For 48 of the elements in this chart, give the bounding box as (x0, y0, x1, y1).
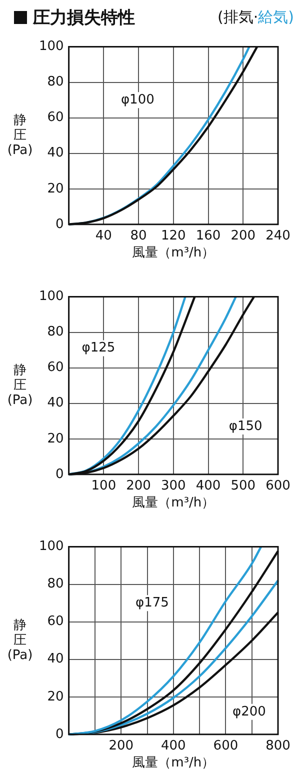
x-tick-label: 80 (130, 228, 147, 244)
annotation: φ100 (120, 92, 154, 108)
x-axis-title: 風量（m³/h） (132, 755, 215, 770)
y-tick-label: 60 (47, 110, 64, 126)
series-label: (排気· (218, 8, 258, 26)
y-tick-label: 40 (47, 396, 64, 411)
x-tick-label: 120 (160, 228, 186, 244)
y-axis-title: 静圧(Pa) (7, 362, 33, 408)
y-tick-label: 80 (47, 576, 64, 592)
y-axis-title: 静圧(Pa) (7, 618, 33, 663)
x-tick-label: 160 (196, 228, 221, 244)
y-tick-label: 100 (38, 289, 64, 304)
x-tick-label: 400 (196, 478, 221, 494)
y-tick-label: 40 (47, 146, 64, 161)
x-tick-label: 300 (160, 478, 186, 494)
annotation: φ125 (82, 340, 116, 356)
y-tick-label: 60 (47, 614, 64, 630)
y-tick-label: 60 (47, 360, 64, 376)
y-tick-label: 100 (38, 39, 64, 54)
y-tick-label: 100 (38, 539, 64, 554)
y-tick-label: 40 (47, 652, 64, 667)
y-tick-label: 20 (47, 431, 64, 446)
chart-title: 圧力損失特性 (33, 6, 135, 28)
x-tick-label: 200 (126, 478, 151, 494)
y-axis-title: 静圧(Pa) (7, 112, 33, 158)
y-tick-label: 0 (56, 216, 64, 232)
y-tick-label: 80 (47, 324, 64, 340)
x-tick-label: 40 (95, 228, 112, 244)
x-tick-label: 600 (266, 478, 290, 494)
x-tick-label: 200 (108, 738, 134, 754)
y-tick-label: 20 (47, 181, 64, 196)
y-tick-label: 0 (56, 726, 64, 742)
x-axis-title: 風量（m³/h） (132, 495, 215, 510)
y-tick-label: 0 (56, 466, 64, 482)
x-tick-label: 400 (160, 738, 186, 754)
x-tick-label: 500 (230, 478, 256, 494)
x-tick-label: 800 (266, 738, 290, 754)
y-tick-label: 80 (47, 74, 64, 90)
y-tick-label: 20 (47, 689, 64, 704)
x-tick-label: 200 (230, 228, 256, 244)
x-tick-label: 600 (213, 738, 238, 754)
annotation: φ175 (136, 595, 169, 610)
annotation: φ150 (228, 418, 262, 434)
x-axis-title: 風量（m³/h） (132, 245, 215, 260)
series-label: 給気) (258, 8, 294, 26)
x-tick-label: 100 (91, 478, 116, 494)
annotation: φ200 (232, 704, 266, 720)
x-tick-label: 240 (266, 228, 290, 244)
